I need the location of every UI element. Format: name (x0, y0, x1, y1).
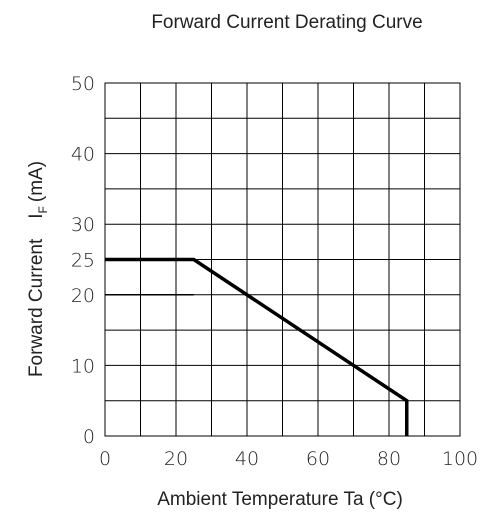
x-tick-label: 100 (442, 448, 478, 470)
y-axis-label: Forward Current (26, 238, 47, 377)
y-tick-label: 0 (83, 426, 95, 448)
x-tick-label: 0 (99, 448, 111, 470)
x-tick-labels: 0 20 40 60 80 100 (99, 448, 478, 470)
y-tick-labels: 0 10 20 25 30 40 50 (71, 73, 95, 448)
x-tick-label: 20 (164, 448, 188, 470)
x-tick-label: 60 (306, 448, 330, 470)
y-tick-label: 20 (71, 285, 95, 307)
y-tick-label: 40 (71, 144, 95, 166)
derating-series (105, 257, 409, 436)
plot-grid (105, 83, 460, 436)
series-line (105, 257, 409, 436)
y-tick-label: 50 (71, 73, 95, 95)
y-tick-label: 30 (71, 214, 95, 236)
y-axis-subscript: F (36, 206, 50, 213)
x-tick-label: 80 (377, 448, 401, 470)
chart-title: Forward Current Derating Curve (151, 12, 422, 33)
y-axis-title: Forward Current IF (mA) (26, 161, 50, 377)
x-tick-label: 40 (235, 448, 259, 470)
y-tick-label: 25 (71, 250, 95, 272)
y-tick-label: 10 (71, 355, 95, 377)
y-axis-unit: (mA) (26, 161, 47, 202)
svg-text:Forward CurrentIF(mA): Forward Current IF (mA) (26, 161, 50, 377)
y-axis-symbol: I (26, 213, 47, 218)
x-axis-label: Ambient Temperature Ta (°C) (157, 489, 403, 510)
